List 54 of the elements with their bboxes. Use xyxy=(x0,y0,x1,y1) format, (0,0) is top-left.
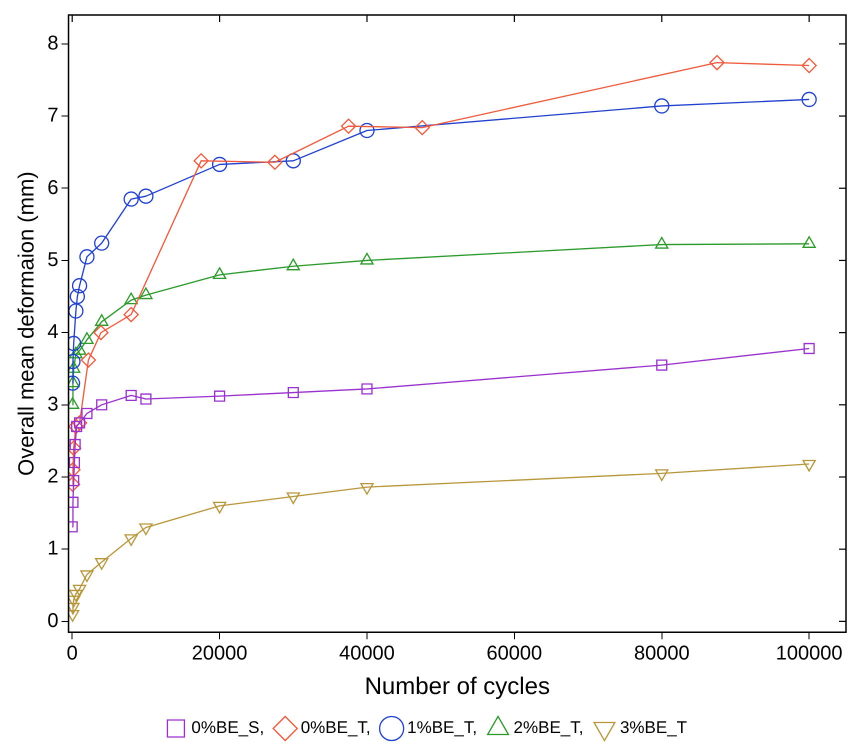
point xyxy=(656,360,668,371)
point xyxy=(654,98,670,114)
x-tick-label: 100000 xyxy=(776,642,843,665)
point xyxy=(804,342,815,354)
point xyxy=(126,390,137,402)
point xyxy=(93,324,109,340)
point xyxy=(267,154,283,170)
x-tick-label: 40000 xyxy=(339,642,395,665)
x-tick-label: 20000 xyxy=(192,642,248,665)
point xyxy=(286,153,301,168)
point xyxy=(288,386,299,398)
x-tick-label: 0 xyxy=(66,642,78,665)
y-tick-label: 4 xyxy=(47,321,59,344)
point xyxy=(802,92,817,108)
x-tick-label: 60000 xyxy=(486,642,542,665)
point xyxy=(194,153,209,168)
point xyxy=(80,352,96,368)
point xyxy=(68,303,84,319)
point xyxy=(359,122,375,138)
legend-label: 1%BE_T, xyxy=(407,718,478,738)
y-tick-label: 7 xyxy=(47,104,59,127)
point xyxy=(138,188,154,204)
legend-label: 3%BE_T xyxy=(620,718,688,738)
point xyxy=(72,278,88,294)
point xyxy=(340,118,356,134)
legend-label: 0%BE_T, xyxy=(300,718,371,738)
point xyxy=(124,191,139,207)
y-tick-label: 1 xyxy=(47,538,59,560)
point xyxy=(68,456,80,468)
x-axis-title: Number of cycles xyxy=(364,673,550,700)
point xyxy=(68,496,79,508)
y-tick-label: 3 xyxy=(47,393,59,416)
point xyxy=(124,306,139,322)
y-tick-label: 2 xyxy=(47,466,59,488)
y-tick-label: 6 xyxy=(47,176,59,199)
legend-label: 2%BE_T, xyxy=(514,718,584,738)
point xyxy=(94,235,110,251)
point xyxy=(140,393,152,405)
point xyxy=(414,120,430,136)
point xyxy=(96,399,108,410)
x-tick-label: 80000 xyxy=(634,642,690,665)
point xyxy=(70,288,86,304)
y-tick-label: 0 xyxy=(47,610,59,632)
point xyxy=(214,390,226,402)
y-axis-title: Overall mean deformaion (mm) xyxy=(13,171,38,476)
point xyxy=(79,249,95,264)
y-tick-label: 8 xyxy=(47,32,59,54)
point xyxy=(361,383,373,395)
point xyxy=(802,58,817,74)
point xyxy=(709,54,725,70)
point xyxy=(212,156,228,172)
legend-label: 0%BE_S, xyxy=(191,718,264,738)
point xyxy=(81,408,93,420)
y-tick-label: 5 xyxy=(47,248,59,271)
